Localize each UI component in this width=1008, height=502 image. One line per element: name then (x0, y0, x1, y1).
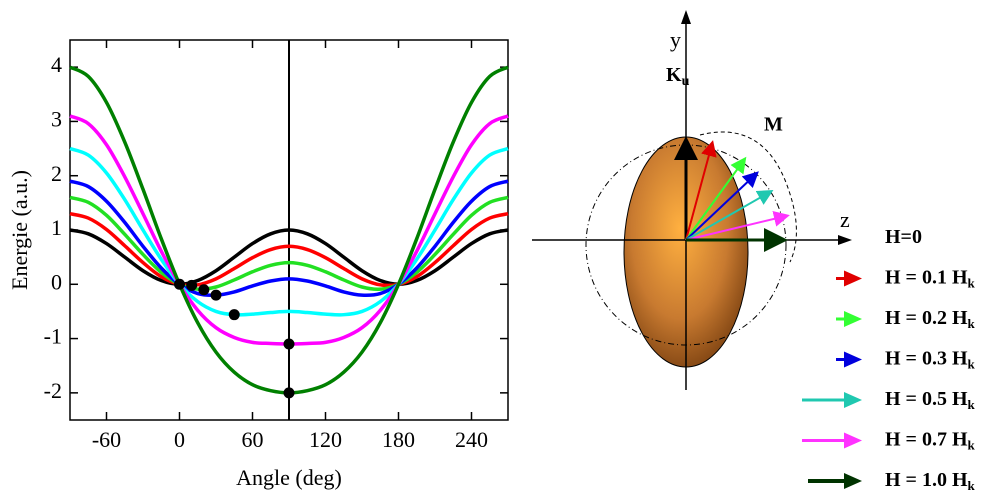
equilibrium-point (283, 387, 295, 399)
legend-subscript: k (968, 437, 976, 452)
x-axis-label: Angle (deg) (236, 465, 342, 490)
ku-label: Ku (666, 64, 690, 90)
legend-subscript: k (968, 397, 976, 412)
y-tick-label: 2 (51, 161, 62, 186)
m-arrow (685, 190, 774, 241)
y-axis-name: y (670, 27, 681, 52)
legend-subscript: k (968, 275, 976, 290)
legend-text: H=0 (885, 226, 922, 248)
legend-label: H = 0.3 Hk (885, 347, 976, 371)
legend-text: H = 0.5 H (885, 388, 968, 410)
equilibrium-point (186, 279, 198, 291)
z-axis-name: z (840, 207, 850, 232)
legend-arrowhead (844, 311, 862, 327)
y-tick-label: -1 (44, 324, 62, 349)
equilibrium-point (210, 289, 222, 301)
legend-arrowhead (844, 351, 862, 368)
x-tick-label: 120 (309, 427, 342, 452)
legend-label: H = 0.5 Hk (885, 388, 976, 412)
equilibrium-point (283, 338, 295, 350)
legend-text: H = 0.3 H (885, 347, 968, 369)
y-tick-label: 0 (51, 269, 62, 294)
legend-text: H = 0.1 H (885, 266, 968, 288)
x-tick-label: 240 (455, 427, 488, 452)
y-tick-label: 1 (51, 215, 62, 240)
legend-label: H = 0.2 Hk (885, 307, 976, 331)
legend-arrowhead (844, 473, 862, 489)
legend-text: H = 1.0 H (885, 469, 968, 491)
energy-curve (69, 179, 509, 298)
legend-label: H = 1.0 Hk (885, 469, 976, 493)
legend-label: H=0 (885, 226, 922, 248)
legend-subscript: k (968, 316, 976, 331)
y-arrowhead (681, 10, 691, 24)
y-tick-label: -2 (44, 378, 62, 403)
legend-arrowhead (844, 270, 862, 287)
energy-curve (69, 212, 509, 288)
legend-text: H = 0.7 H (885, 428, 968, 450)
y-tick-label: 4 (51, 52, 62, 77)
x-tick-label: 180 (382, 427, 415, 452)
legend-label: H = 0.1 Hk (885, 266, 976, 290)
diagram: y z Ku M (532, 10, 852, 390)
energy-curve (69, 146, 509, 317)
m-arrow (685, 211, 790, 241)
x-tick-label: -60 (92, 427, 121, 452)
legend-subscript: k (968, 478, 976, 493)
equilibrium-point (228, 309, 240, 321)
z-arrowhead (838, 235, 852, 245)
m-arrow (685, 156, 747, 241)
energy-curve (69, 195, 509, 292)
x-tick-label: 0 (174, 427, 185, 452)
equilibrium-point (198, 284, 210, 296)
m-arrow (685, 140, 717, 241)
plot: -2 -1 0 1 2 3 4 -60 0 60 120 180 240 (44, 39, 509, 452)
legend-arrowhead (844, 432, 862, 449)
legend-subscript: k (968, 356, 976, 371)
y-tick-label: 3 (51, 106, 62, 131)
legend-label: H = 0.7 Hk (885, 428, 976, 452)
energy-curve (69, 228, 509, 287)
x-tick-label: 60 (242, 427, 264, 452)
legend-arrowhead (844, 392, 862, 408)
m-arrow (685, 171, 759, 241)
y-axis-label: Energie (a.u.) (7, 170, 32, 290)
m-label: M (764, 114, 783, 136)
equilibrium-point (174, 278, 185, 290)
legend-text: H = 0.2 H (885, 307, 968, 329)
